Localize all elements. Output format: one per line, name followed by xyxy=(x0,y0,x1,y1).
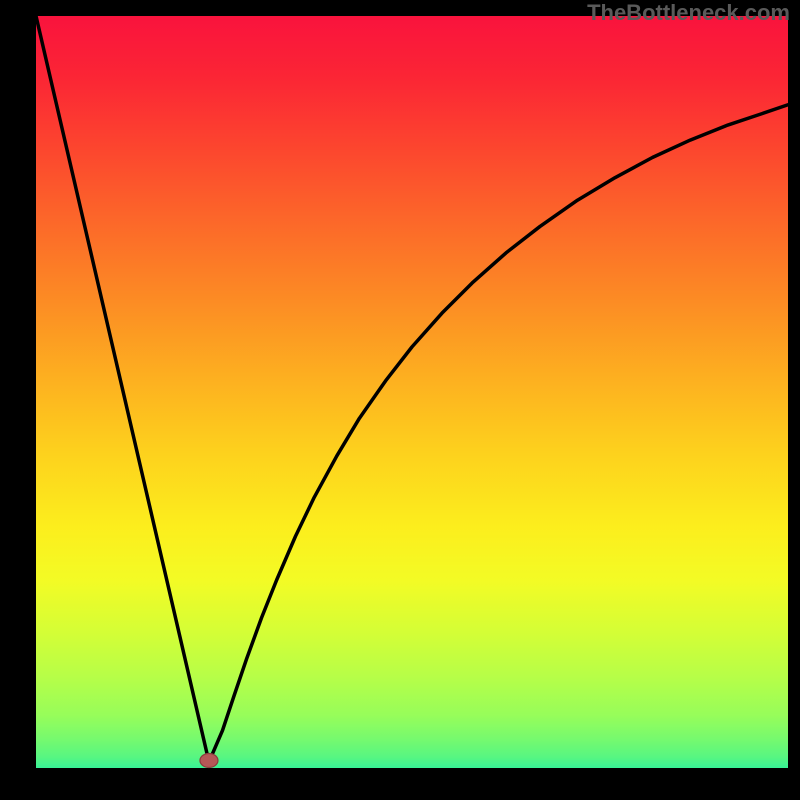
watermark-text: TheBottleneck.com xyxy=(587,0,790,26)
chart-container: TheBottleneck.com xyxy=(0,0,800,800)
optimal-point-marker xyxy=(200,753,218,767)
plot-frame xyxy=(32,12,792,772)
chart-svg xyxy=(0,0,800,800)
bottleneck-curve xyxy=(36,16,788,762)
